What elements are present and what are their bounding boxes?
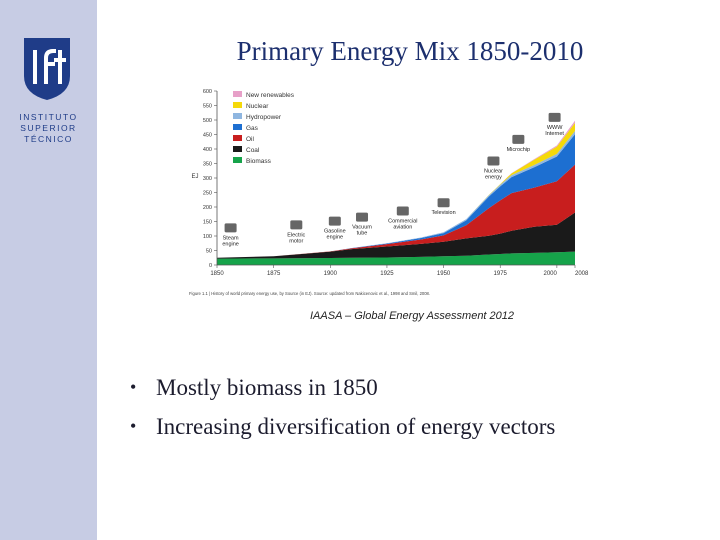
legend-swatch xyxy=(233,124,242,130)
y-tick-label: 150 xyxy=(203,220,212,226)
invention-label: Commercial xyxy=(388,219,417,225)
y-tick-label: 50 xyxy=(206,249,212,255)
y-axis-label: EJ xyxy=(191,174,198,180)
series-area-coal xyxy=(217,212,575,259)
invention-icon xyxy=(548,112,561,122)
legend-swatch xyxy=(233,146,242,152)
legend-label: New renewables xyxy=(246,92,295,99)
legend-label: Coal xyxy=(246,147,260,154)
legend-swatch xyxy=(233,113,242,119)
ist-logo-icon xyxy=(24,38,70,100)
y-tick-label: 550 xyxy=(203,104,212,110)
logo-wordmark: INSTITUTO SUPERIOR TÉCNICO xyxy=(10,112,87,145)
invention-label: Internet xyxy=(545,131,564,137)
logo-line: INSTITUTO xyxy=(19,112,78,122)
source-caption: IAASA – Global Energy Assessment 2012 xyxy=(310,310,515,322)
invention-label: engine xyxy=(222,241,239,247)
x-tick-label: 1900 xyxy=(324,271,338,277)
invention-icon xyxy=(512,134,525,144)
slide-title: Primary Energy Mix 1850-2010 xyxy=(236,36,584,66)
invention-label: engine xyxy=(327,235,344,241)
legend-swatch xyxy=(233,157,242,163)
invention-label: Electric xyxy=(287,232,305,238)
y-tick-label: 600 xyxy=(203,89,212,95)
invention-icon xyxy=(396,206,409,216)
sidebar: INSTITUTO SUPERIOR TÉCNICO xyxy=(0,0,97,540)
invention-label: Gasoline xyxy=(324,229,346,235)
x-tick-label: 2000 xyxy=(544,271,558,277)
legend-label: Biomass xyxy=(246,158,272,165)
invention-icon xyxy=(487,156,500,166)
invention-label: tube xyxy=(357,231,368,237)
series-area-oil xyxy=(217,164,575,258)
x-tick-label: 1975 xyxy=(494,271,508,277)
bullet-item: Increasing diversification of energy vec… xyxy=(130,407,555,446)
energy-mix-chart: 0 50 100 150 200 250 300 350 400 450 500 550 600 EJ 18… xyxy=(189,89,589,296)
y-tick-label: 350 xyxy=(203,162,212,168)
invention-label: Steam xyxy=(223,235,239,241)
invention-icon xyxy=(328,216,341,226)
y-tick-label: 200 xyxy=(203,205,212,211)
x-tick-label: 1950 xyxy=(437,271,451,277)
y-tick-label: 100 xyxy=(203,234,212,240)
invention-label: aviation xyxy=(393,225,412,231)
invention-icon xyxy=(356,212,369,222)
y-tick-label: 450 xyxy=(203,133,212,139)
bullet-item: Mostly biomass in 1850 xyxy=(130,368,555,407)
legend-label: Hydropower xyxy=(246,114,282,121)
legend-label: Gas xyxy=(246,125,259,132)
invention-label: Microchip xyxy=(507,147,531,153)
legend-swatch xyxy=(233,135,242,141)
invention-label: Television xyxy=(432,210,456,216)
y-tick-label: 300 xyxy=(203,176,212,182)
logo-line: SUPERIOR xyxy=(20,123,77,133)
invention-label: Nuclear xyxy=(484,169,503,175)
y-tick-label: 500 xyxy=(203,118,212,124)
legend-label: Oil xyxy=(246,136,255,143)
invention-label: Vacuum xyxy=(352,225,372,231)
invention-icon xyxy=(224,223,237,233)
invention-label: WWW xyxy=(547,125,563,131)
series-area-biomass xyxy=(217,251,575,265)
logo-line: TÉCNICO xyxy=(24,134,73,144)
invention-label: motor xyxy=(289,238,303,244)
figure-note: Figure 1.1 | History of world primary en… xyxy=(189,291,430,296)
invention-icon xyxy=(437,198,450,208)
x-tick-label: 1875 xyxy=(267,271,281,277)
y-tick-label: 0 xyxy=(209,263,212,269)
legend-label: Nuclear xyxy=(246,103,269,110)
invention-label: energy xyxy=(485,175,502,181)
bullet-list: Mostly biomass in 1850 Increasing divers… xyxy=(130,368,555,446)
legend-swatch xyxy=(233,91,242,97)
x-tick-label: 1925 xyxy=(380,271,394,277)
y-tick-label: 250 xyxy=(203,191,212,197)
y-tick-label: 400 xyxy=(203,147,212,153)
x-tick-label: 1850 xyxy=(210,271,224,277)
series-area-gas xyxy=(217,134,575,258)
legend-swatch xyxy=(233,102,242,108)
invention-icon xyxy=(290,220,303,230)
x-tick-label: 2008 xyxy=(575,271,589,277)
